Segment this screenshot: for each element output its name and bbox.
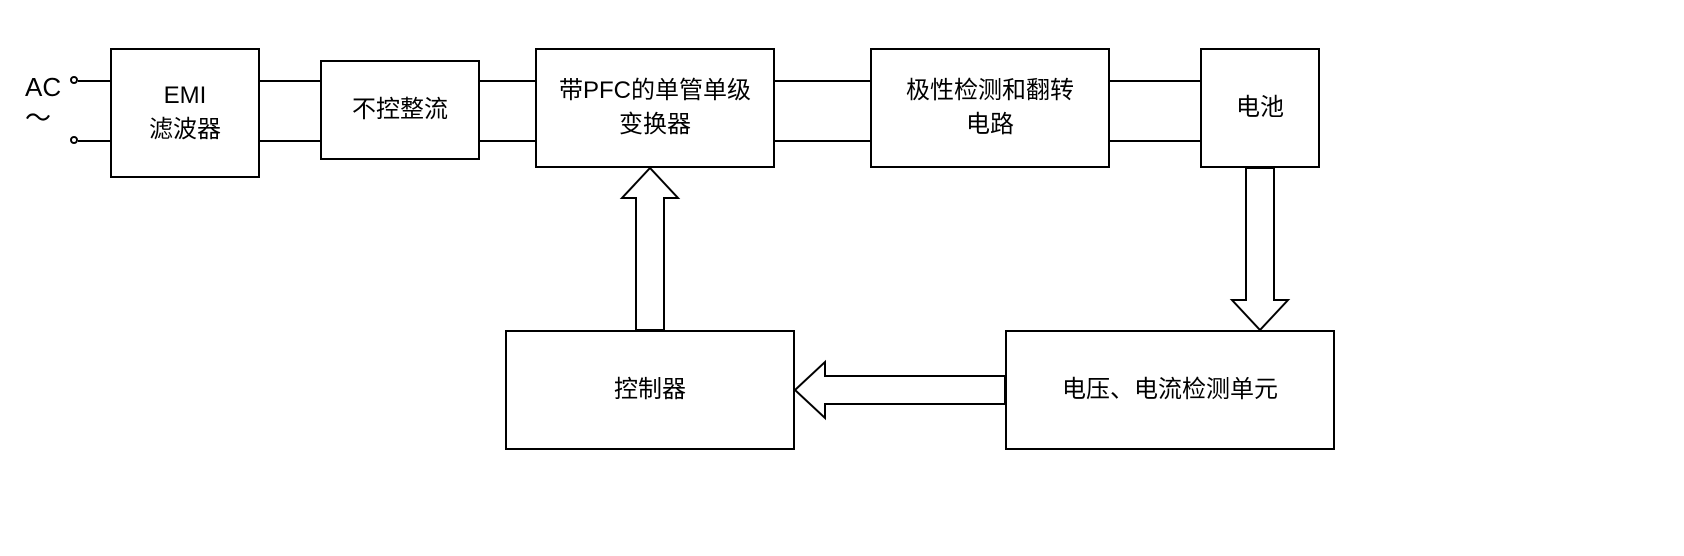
arrow-battery-to-detect: [0, 0, 1684, 556]
